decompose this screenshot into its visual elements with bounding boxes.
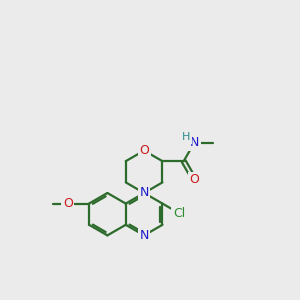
- Text: O: O: [63, 197, 73, 210]
- Text: O: O: [189, 173, 199, 186]
- Text: Cl: Cl: [173, 207, 185, 220]
- Text: H: H: [182, 132, 190, 142]
- Text: O: O: [139, 144, 149, 157]
- Text: N: N: [140, 229, 149, 242]
- Text: N: N: [140, 187, 149, 200]
- Text: N: N: [190, 136, 199, 149]
